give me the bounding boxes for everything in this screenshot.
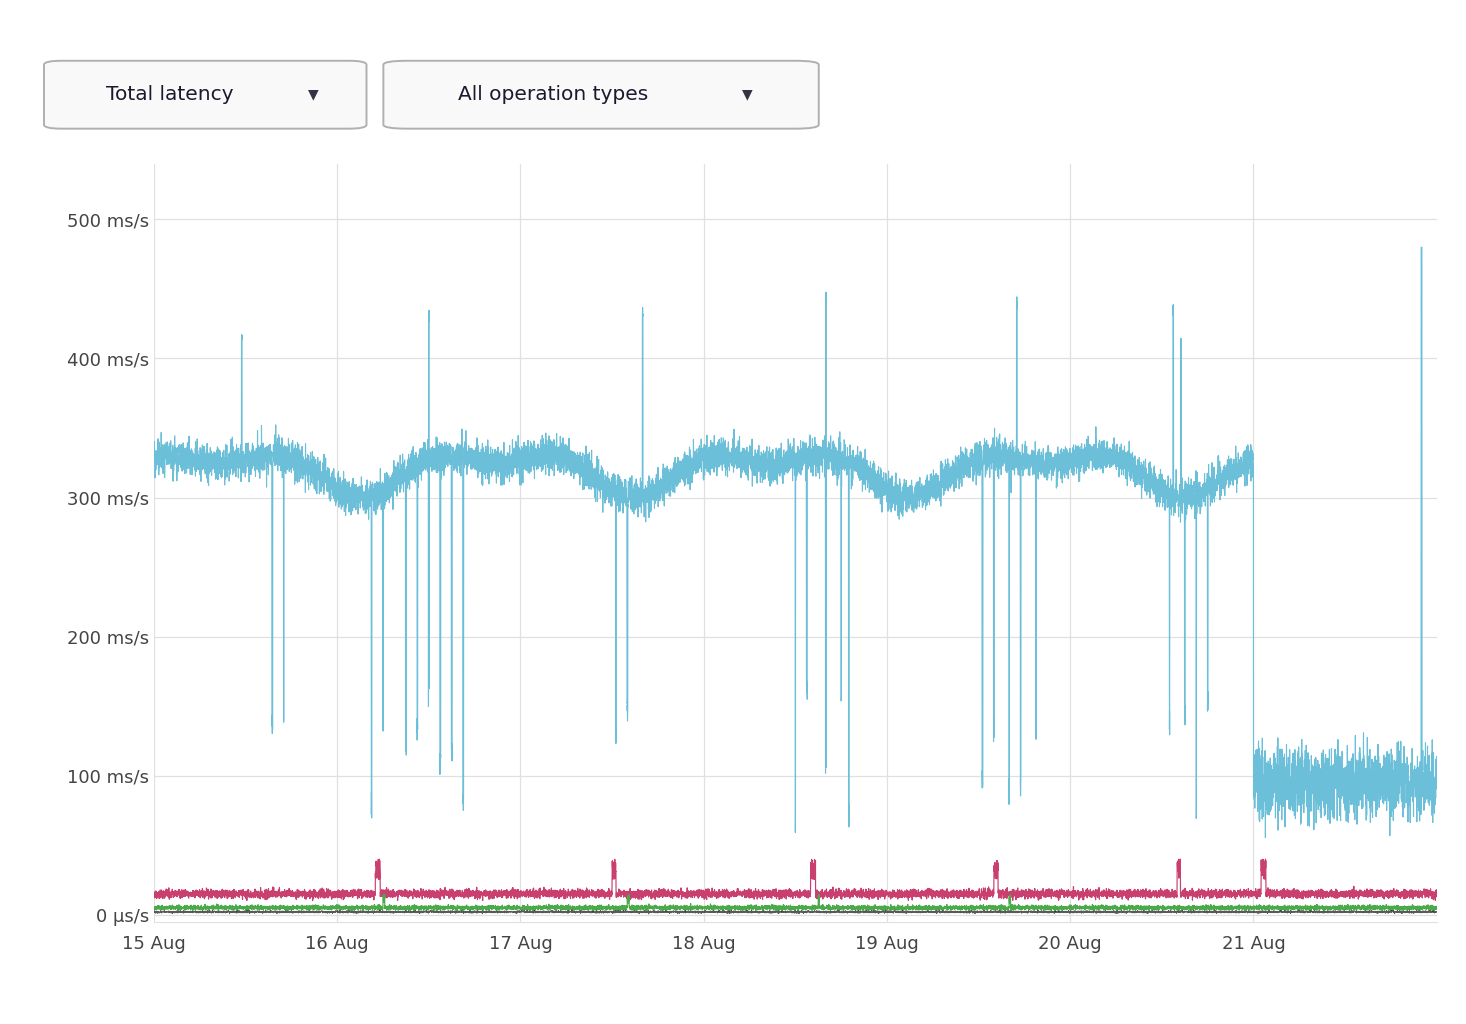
Text: ▼: ▼ xyxy=(308,88,320,101)
Text: ▼: ▼ xyxy=(742,88,754,101)
Text: All operation types: All operation types xyxy=(459,85,648,104)
Text: Total latency: Total latency xyxy=(107,85,233,104)
FancyBboxPatch shape xyxy=(384,60,818,129)
FancyBboxPatch shape xyxy=(44,60,366,129)
